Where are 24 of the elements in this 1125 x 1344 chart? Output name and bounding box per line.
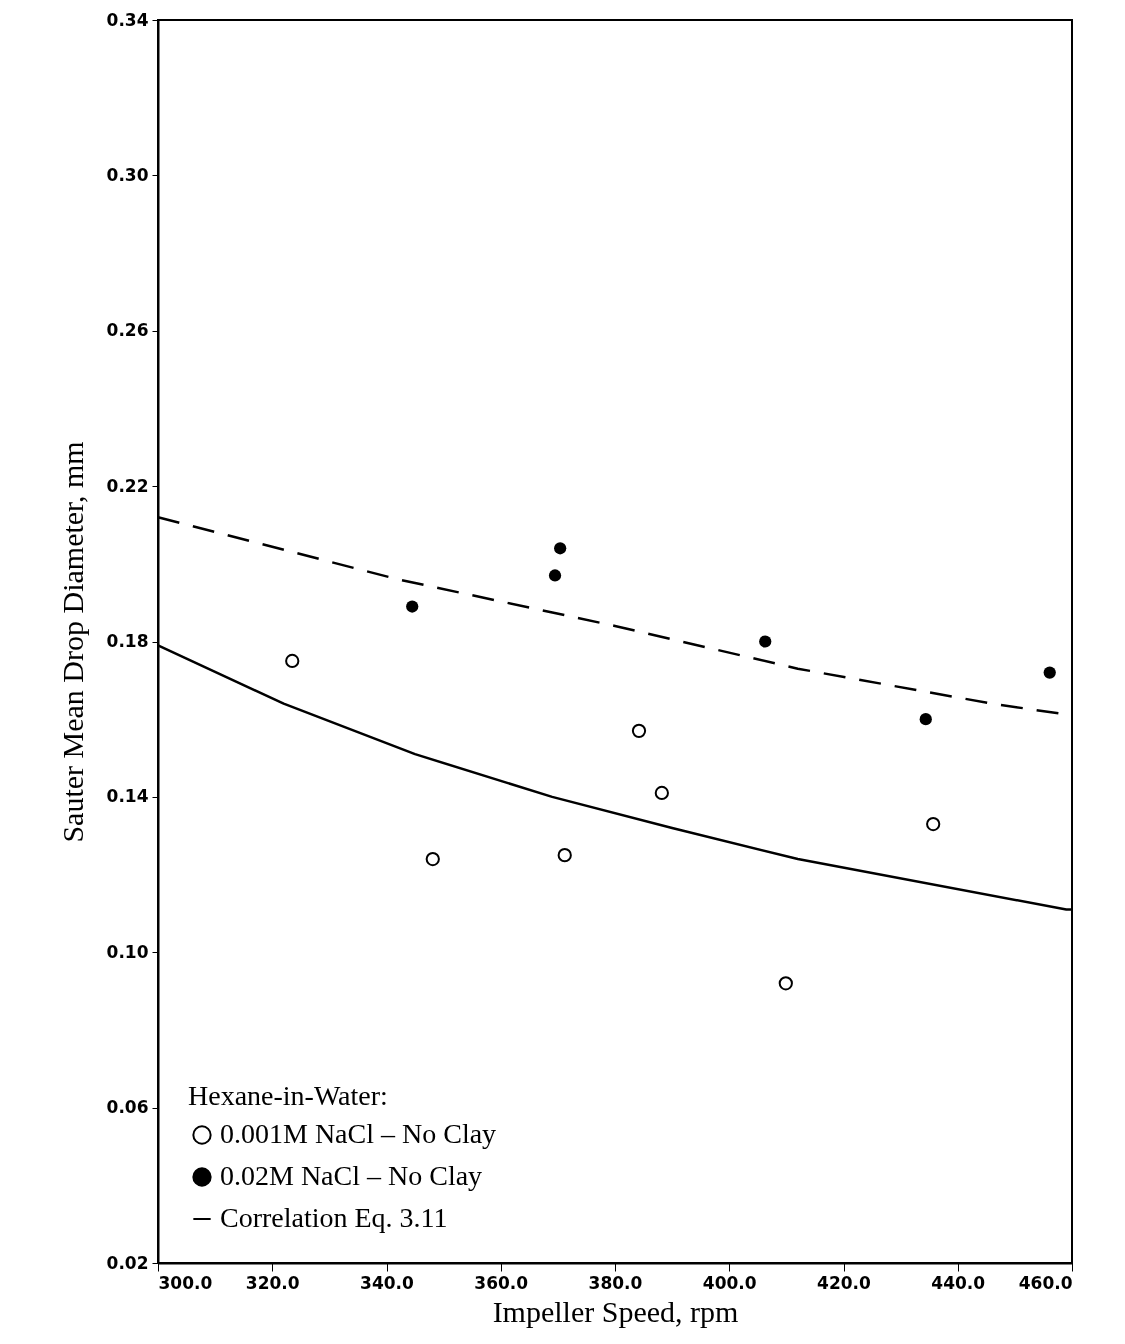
y-tick-label: 0.10	[106, 941, 149, 962]
y-tick-label: 0.02	[106, 1252, 149, 1273]
y-tick-label: 0.22	[106, 475, 149, 496]
y-tick-label: 0.34	[106, 9, 149, 30]
y-tick-label: 0.18	[106, 631, 149, 651]
x-tick-label: 320.0	[245, 1272, 300, 1293]
x-tick-label: 460.0	[1018, 1272, 1073, 1293]
legend-label: Correlation Eq. 3.11	[220, 1202, 448, 1233]
x-tick-label: 400.0	[702, 1272, 757, 1293]
y-tick-label: 0.14	[106, 786, 149, 807]
x-tick-label: 380.0	[588, 1272, 643, 1293]
x-tick-label: 440.0	[931, 1272, 986, 1293]
y-tick-label: 0.30	[106, 164, 149, 185]
y-axis-title: Sauter Mean Drop Diameter, mm	[55, 441, 89, 843]
legend-label: 0.001M NaCl – No Clay	[220, 1118, 497, 1149]
legend-label: 0.02M NaCl – No Clay	[220, 1160, 483, 1191]
x-axis-title: Impeller Speed, rpm	[492, 1294, 739, 1328]
x-tick-label: 420.0	[817, 1272, 872, 1293]
y-tick-label: 0.06	[106, 1097, 149, 1118]
y-tick-label: 0.26	[106, 320, 149, 341]
x-tick-label: 340.0	[360, 1272, 415, 1293]
legend-title: Hexane-in-Water:	[188, 1080, 388, 1111]
x-tick-label: 300.0	[158, 1272, 213, 1293]
x-tick-label: 360.0	[474, 1272, 529, 1293]
